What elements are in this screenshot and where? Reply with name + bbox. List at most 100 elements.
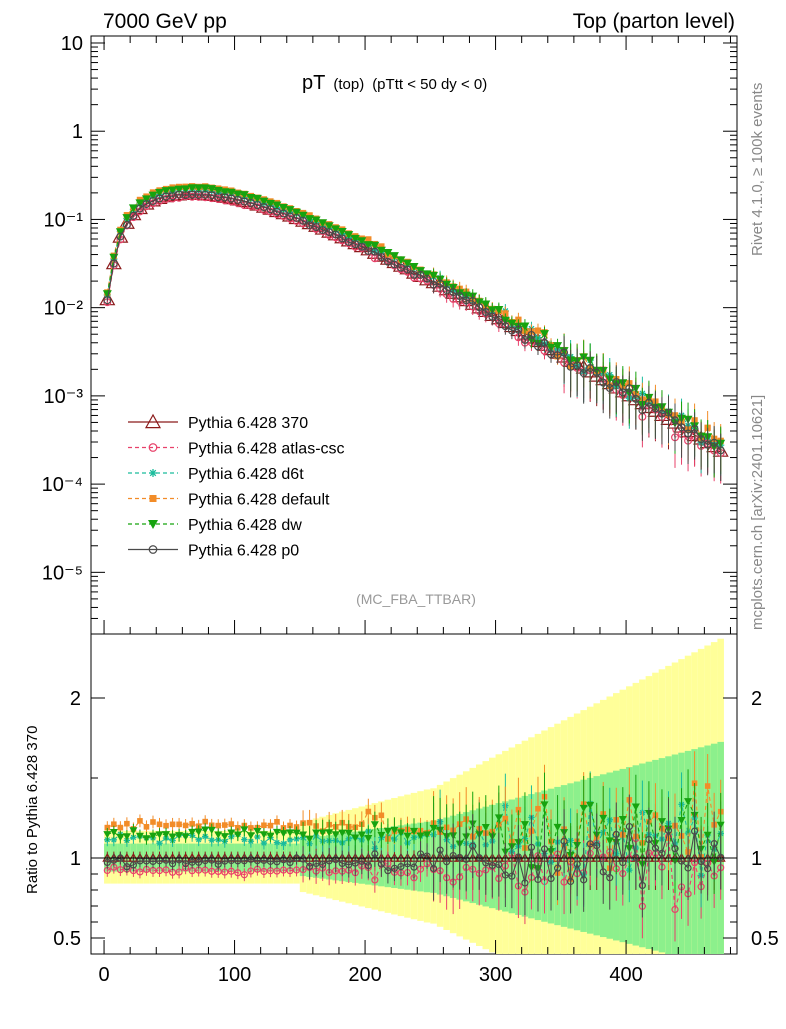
ratio-point bbox=[280, 840, 287, 847]
main-series-group bbox=[99, 183, 729, 484]
ratio-point bbox=[704, 783, 711, 789]
ratio-point bbox=[241, 836, 248, 843]
main-point bbox=[644, 398, 653, 407]
main-point bbox=[142, 200, 151, 209]
main-point bbox=[324, 222, 334, 231]
ratio-point bbox=[331, 831, 340, 839]
ratio-point bbox=[267, 822, 274, 829]
title-sub2: (pTtt < 50 dy < 0) bbox=[372, 76, 487, 93]
ratio-point bbox=[104, 824, 111, 831]
ratio-point bbox=[306, 819, 313, 826]
main-point bbox=[181, 185, 191, 194]
ratio-point bbox=[547, 874, 555, 883]
ratio-point bbox=[117, 824, 124, 831]
main-point bbox=[305, 215, 315, 224]
ratio-point bbox=[423, 852, 431, 860]
main-y-tick-label: 10 bbox=[61, 33, 83, 55]
ratio-point bbox=[684, 864, 692, 872]
main-point bbox=[272, 201, 282, 210]
main-point bbox=[265, 199, 275, 209]
ratio-point bbox=[182, 859, 190, 868]
ratio-point bbox=[338, 829, 347, 837]
plot-title: pT (top) (pTtt < 50 dy < 0) bbox=[302, 72, 487, 94]
ratio-point bbox=[397, 862, 405, 871]
ratio-point bbox=[201, 833, 209, 840]
ratio-point bbox=[135, 832, 144, 840]
legend-label-370: Pythia 6.428 370 bbox=[188, 415, 308, 432]
main-point bbox=[161, 187, 171, 196]
main-point bbox=[141, 195, 151, 204]
ratio-point bbox=[502, 815, 509, 822]
ratio-point bbox=[390, 864, 399, 872]
ratio-point bbox=[365, 808, 372, 815]
main-point bbox=[187, 184, 197, 193]
main-point bbox=[520, 335, 529, 344]
ratio-point bbox=[645, 835, 653, 844]
ratio-point bbox=[501, 871, 509, 879]
ratio-point bbox=[103, 831, 112, 839]
main-point bbox=[279, 209, 288, 218]
main-y-tick-label: 10⁻⁵ bbox=[42, 562, 83, 584]
main-point bbox=[331, 225, 341, 234]
ratio-point bbox=[247, 855, 255, 863]
ratio-point bbox=[449, 851, 457, 860]
main-y-tick-label: 10⁻¹ bbox=[44, 209, 84, 231]
ratio-point bbox=[260, 856, 268, 864]
main-point bbox=[337, 227, 347, 237]
ratio-point bbox=[233, 831, 242, 839]
x-tick-label: 400 bbox=[609, 964, 642, 986]
main-point bbox=[625, 384, 634, 393]
ratio-point bbox=[312, 859, 320, 868]
ratio-point bbox=[150, 819, 156, 825]
ratio-point bbox=[318, 829, 327, 837]
ratio-point bbox=[221, 822, 228, 828]
ratio-point bbox=[162, 856, 170, 864]
ratio-point bbox=[228, 821, 235, 827]
main-point bbox=[357, 242, 366, 251]
main-point bbox=[494, 315, 503, 324]
main-point bbox=[194, 184, 204, 193]
ratio-point bbox=[319, 860, 327, 869]
main-y-tick-label: 10⁻² bbox=[44, 298, 84, 320]
ratio-point bbox=[169, 821, 176, 828]
ratio-point bbox=[248, 825, 254, 831]
main-line-dw bbox=[106, 187, 721, 448]
main-point bbox=[684, 429, 693, 438]
ratio-point bbox=[234, 869, 242, 877]
title-sub1: (top) bbox=[333, 76, 364, 93]
legend-marker-atlas_csc bbox=[148, 443, 158, 452]
ratio-point bbox=[176, 821, 182, 828]
ratio-point bbox=[156, 821, 163, 828]
legend-marker-p0 bbox=[148, 545, 158, 554]
ratio-point bbox=[246, 832, 255, 840]
ratio-point bbox=[717, 853, 725, 861]
main-y-tick-label: 10⁻⁴ bbox=[42, 474, 83, 496]
main-point bbox=[631, 394, 640, 403]
ratio-point bbox=[462, 855, 470, 863]
ratio-point bbox=[240, 871, 248, 879]
x-tick-label: 100 bbox=[218, 964, 251, 986]
ratio-point bbox=[553, 864, 562, 872]
main-point bbox=[338, 234, 347, 243]
main-point bbox=[252, 194, 262, 203]
ratio-point bbox=[540, 845, 549, 853]
ratio-point bbox=[612, 830, 620, 839]
ratio-point bbox=[514, 853, 523, 861]
main-point bbox=[618, 388, 627, 397]
main-point bbox=[409, 262, 419, 272]
ratio-y-label: Ratio to Pythia 6.428 370 bbox=[24, 726, 41, 894]
main-point bbox=[560, 348, 569, 357]
legend: Pythia 6.428 370 Pythia 6.428 atlas-csc Py… bbox=[128, 413, 345, 560]
ratio-point bbox=[586, 801, 595, 810]
main-point bbox=[605, 384, 614, 392]
ratio-point bbox=[194, 828, 203, 836]
main-point bbox=[540, 338, 549, 347]
ratio-point bbox=[163, 822, 169, 829]
main-point bbox=[377, 252, 386, 261]
ratio-point bbox=[168, 860, 177, 868]
ratio-point bbox=[632, 853, 640, 861]
ratio-y-axis: 0.5 0.5 1 1 2 2 bbox=[53, 688, 779, 950]
main-point bbox=[174, 185, 184, 194]
rivet-version-label: Rivet 4.1.0, ≥ 100k events bbox=[749, 83, 766, 256]
ratio-point bbox=[429, 824, 438, 833]
